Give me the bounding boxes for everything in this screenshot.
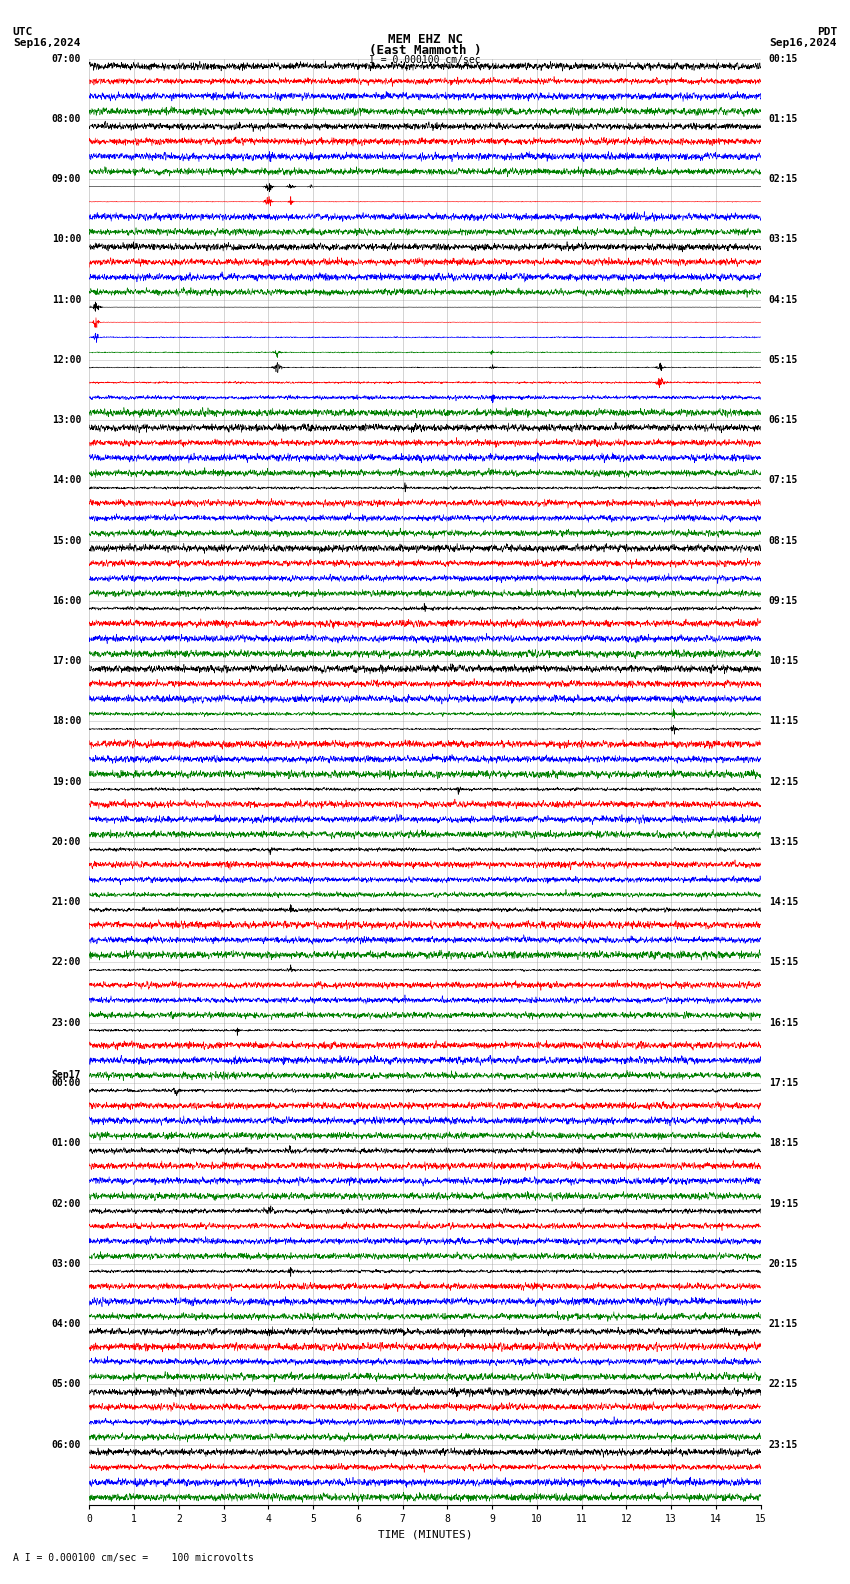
Text: 11:15: 11:15 <box>768 716 798 727</box>
Text: 02:15: 02:15 <box>768 174 798 184</box>
Text: 03:15: 03:15 <box>768 234 798 244</box>
Text: 01:15: 01:15 <box>768 114 798 124</box>
Text: Sep16,2024: Sep16,2024 <box>770 38 837 48</box>
Text: 16:00: 16:00 <box>52 596 82 607</box>
Text: 13:00: 13:00 <box>52 415 82 425</box>
Text: 18:15: 18:15 <box>768 1139 798 1148</box>
Text: 00:15: 00:15 <box>768 54 798 63</box>
Text: 14:15: 14:15 <box>768 897 798 908</box>
Text: 05:00: 05:00 <box>52 1380 82 1389</box>
Text: 13:15: 13:15 <box>768 836 798 847</box>
Text: 23:00: 23:00 <box>52 1019 82 1028</box>
Text: 07:00: 07:00 <box>52 54 82 63</box>
Text: 04:00: 04:00 <box>52 1319 82 1329</box>
Text: 19:00: 19:00 <box>52 776 82 787</box>
Text: 08:15: 08:15 <box>768 535 798 545</box>
Text: 11:00: 11:00 <box>52 295 82 304</box>
Text: 19:15: 19:15 <box>768 1199 798 1209</box>
Text: MEM EHZ NC: MEM EHZ NC <box>388 33 462 46</box>
Text: Sep17: Sep17 <box>52 1071 82 1080</box>
Text: A I = 0.000100 cm/sec =    100 microvolts: A I = 0.000100 cm/sec = 100 microvolts <box>13 1554 253 1563</box>
Text: PDT: PDT <box>817 27 837 36</box>
Text: 09:15: 09:15 <box>768 596 798 607</box>
Text: (East Mammoth ): (East Mammoth ) <box>369 44 481 57</box>
Text: 20:00: 20:00 <box>52 836 82 847</box>
Text: 00:00: 00:00 <box>52 1079 82 1088</box>
Text: 23:15: 23:15 <box>768 1440 798 1449</box>
Text: 15:15: 15:15 <box>768 957 798 968</box>
Text: 10:15: 10:15 <box>768 656 798 667</box>
Text: 10:00: 10:00 <box>52 234 82 244</box>
Text: 14:00: 14:00 <box>52 475 82 485</box>
Text: 22:00: 22:00 <box>52 957 82 968</box>
Text: 07:15: 07:15 <box>768 475 798 485</box>
Text: 15:00: 15:00 <box>52 535 82 545</box>
Text: 03:00: 03:00 <box>52 1259 82 1269</box>
Text: 06:15: 06:15 <box>768 415 798 425</box>
Text: 12:15: 12:15 <box>768 776 798 787</box>
Text: I = 0.000100 cm/sec: I = 0.000100 cm/sec <box>369 55 481 65</box>
Text: 21:15: 21:15 <box>768 1319 798 1329</box>
Text: 04:15: 04:15 <box>768 295 798 304</box>
Text: 12:00: 12:00 <box>52 355 82 364</box>
Text: 09:00: 09:00 <box>52 174 82 184</box>
Text: 20:15: 20:15 <box>768 1259 798 1269</box>
Text: 22:15: 22:15 <box>768 1380 798 1389</box>
Text: 16:15: 16:15 <box>768 1019 798 1028</box>
Text: 05:15: 05:15 <box>768 355 798 364</box>
Text: Sep16,2024: Sep16,2024 <box>13 38 80 48</box>
X-axis label: TIME (MINUTES): TIME (MINUTES) <box>377 1530 473 1540</box>
Text: 17:00: 17:00 <box>52 656 82 667</box>
Text: 06:00: 06:00 <box>52 1440 82 1449</box>
Text: 17:15: 17:15 <box>768 1079 798 1088</box>
Text: UTC: UTC <box>13 27 33 36</box>
Text: 21:00: 21:00 <box>52 897 82 908</box>
Text: 18:00: 18:00 <box>52 716 82 727</box>
Text: 01:00: 01:00 <box>52 1139 82 1148</box>
Text: 08:00: 08:00 <box>52 114 82 124</box>
Text: 02:00: 02:00 <box>52 1199 82 1209</box>
